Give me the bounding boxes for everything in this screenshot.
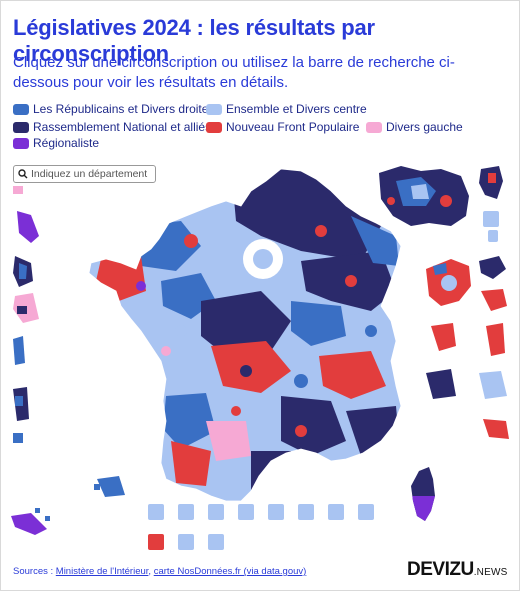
corsica[interactable] bbox=[406, 461, 441, 526]
legend-label: Divers gauche bbox=[386, 120, 463, 134]
legend-swatch bbox=[13, 121, 29, 133]
legend-swatch bbox=[13, 103, 29, 115]
sources-separator: , bbox=[148, 566, 154, 577]
brand-suffix: .NEWS bbox=[473, 567, 508, 578]
sources-prefix: Sources : bbox=[13, 566, 56, 577]
source-link-interieur[interactable]: Ministère de l'Intérieur bbox=[55, 566, 149, 577]
inset-district[interactable] bbox=[486, 323, 505, 356]
inset-district[interactable] bbox=[479, 371, 507, 399]
inset-paris[interactable] bbox=[379, 166, 469, 226]
legend-label: Les Républicains et Divers droite bbox=[33, 102, 209, 116]
legend-label: Nouveau Front Populaire bbox=[226, 120, 360, 134]
france-map[interactable] bbox=[1, 161, 520, 561]
legend-item-rn: Rassemblement National et alliés bbox=[13, 120, 211, 134]
overseas-territories[interactable] bbox=[11, 186, 125, 535]
legend-swatch bbox=[13, 137, 29, 149]
page-subtitle: Cliquez sur une circonscription ou utili… bbox=[13, 54, 455, 91]
inset-lille[interactable] bbox=[479, 166, 503, 199]
district-tiles[interactable] bbox=[148, 504, 374, 550]
inset-district[interactable] bbox=[481, 289, 507, 311]
department-search[interactable]: Indiquez un département bbox=[13, 165, 156, 183]
source-link-nosdonnees[interactable]: carte NosDonnées.fr (via data.gouv) bbox=[153, 566, 307, 577]
legend-label: Rassemblement National et alliés bbox=[33, 120, 212, 134]
legend-item-divers-gauche: Divers gauche bbox=[366, 120, 463, 134]
legend-swatch bbox=[206, 121, 222, 133]
legend-label: Régionaliste bbox=[33, 136, 100, 150]
inset-district[interactable] bbox=[483, 419, 509, 439]
sources-line: Sources : Ministère de l'Intérieur, cart… bbox=[13, 566, 306, 577]
inset-district[interactable] bbox=[479, 256, 506, 279]
inset-district[interactable] bbox=[426, 369, 456, 399]
page-title: Législatives 2024 : les résultats par ci… bbox=[13, 15, 375, 66]
legend-item-regionaliste: Régionaliste bbox=[13, 136, 99, 150]
legend-item-lr: Les Républicains et Divers droite bbox=[13, 102, 208, 116]
brand-name: DEVIZU bbox=[407, 559, 474, 580]
inset-lyon[interactable] bbox=[426, 259, 471, 306]
inset-district[interactable] bbox=[431, 323, 456, 351]
search-input[interactable]: Indiquez un département bbox=[31, 168, 148, 180]
inset-district[interactable] bbox=[488, 230, 498, 242]
search-icon bbox=[18, 169, 28, 179]
legend-swatch bbox=[206, 103, 222, 115]
mainland-france[interactable] bbox=[81, 161, 411, 511]
legend-item-nfp: Nouveau Front Populaire bbox=[206, 120, 359, 134]
legend-swatch bbox=[366, 121, 382, 133]
legend-label: Ensemble et Divers centre bbox=[226, 102, 367, 116]
inset-district[interactable] bbox=[483, 211, 499, 227]
brand-logo: DEVIZU.NEWS bbox=[407, 559, 507, 581]
legend-item-ensemble: Ensemble et Divers centre bbox=[206, 102, 367, 116]
